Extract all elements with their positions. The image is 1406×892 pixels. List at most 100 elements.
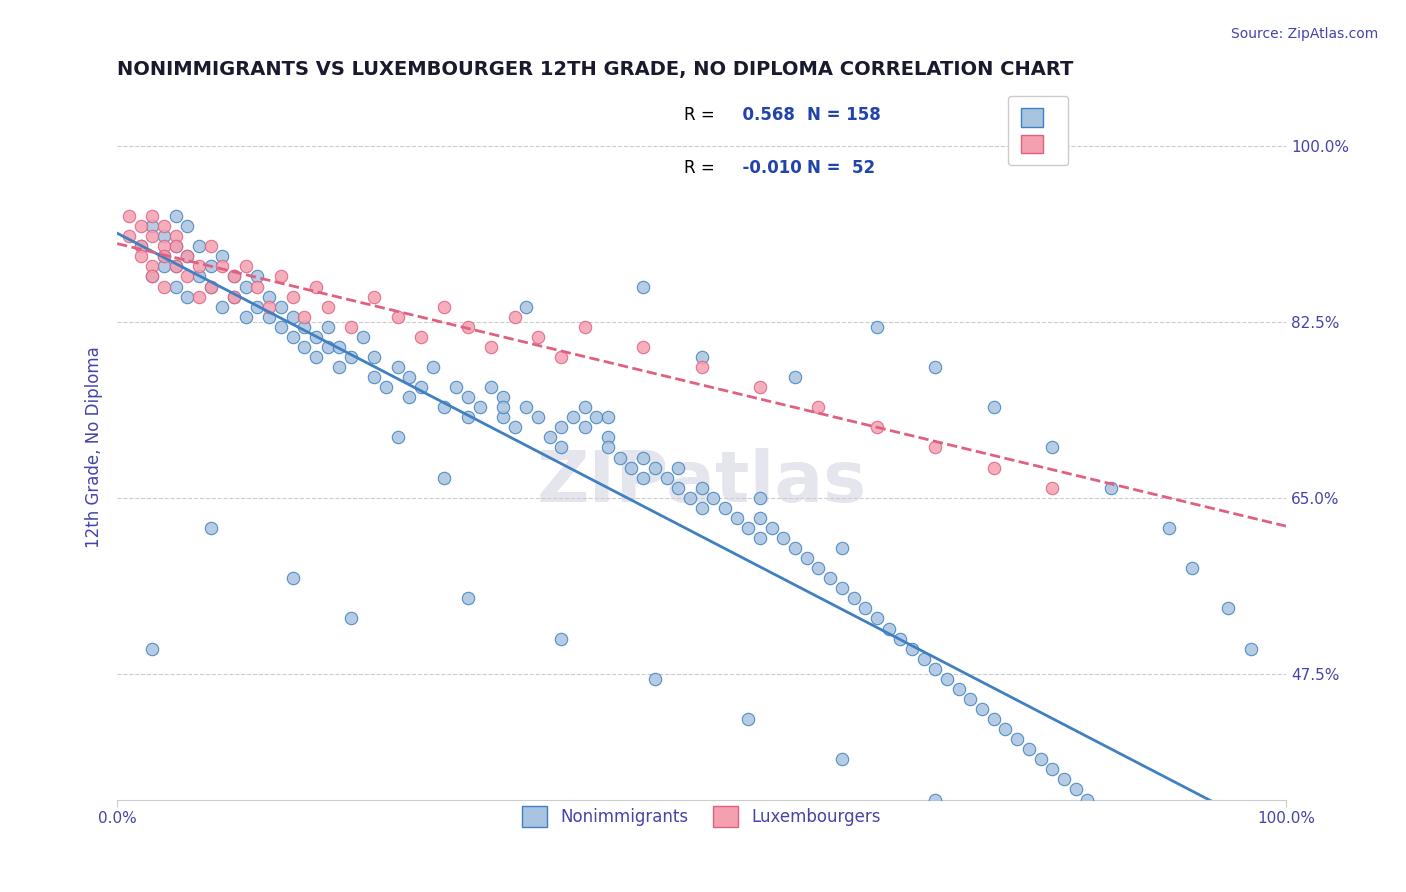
Point xyxy=(1064,782,1087,797)
Point xyxy=(831,541,853,555)
Point xyxy=(200,239,222,253)
Point xyxy=(200,260,222,274)
Point xyxy=(631,279,654,293)
Point xyxy=(527,410,550,425)
Point xyxy=(550,632,572,646)
Point xyxy=(492,390,515,404)
Point xyxy=(1040,481,1063,495)
Point xyxy=(141,260,163,274)
Point xyxy=(959,692,981,706)
Point xyxy=(387,359,409,374)
Point xyxy=(316,300,339,314)
Point xyxy=(749,491,772,505)
Point xyxy=(457,390,479,404)
Point xyxy=(222,269,245,284)
Point xyxy=(1135,843,1157,857)
Point xyxy=(153,279,176,293)
Point xyxy=(176,249,198,263)
Point xyxy=(1240,641,1263,656)
Point xyxy=(877,622,900,636)
Point xyxy=(761,521,783,535)
Point xyxy=(292,340,315,354)
Point xyxy=(363,290,385,304)
Point xyxy=(457,319,479,334)
Point xyxy=(574,420,596,434)
Point xyxy=(515,300,537,314)
Text: Source: ZipAtlas.com: Source: ZipAtlas.com xyxy=(1230,27,1378,41)
Point xyxy=(165,239,187,253)
Point xyxy=(340,319,363,334)
Point xyxy=(690,500,713,515)
Point xyxy=(188,260,211,274)
Point xyxy=(1216,601,1239,615)
Point xyxy=(1029,752,1052,766)
Text: R =: R = xyxy=(685,159,714,177)
Point xyxy=(574,319,596,334)
Point xyxy=(1076,792,1098,806)
Point xyxy=(1181,561,1204,575)
Point xyxy=(129,239,152,253)
Point xyxy=(165,260,187,274)
Point xyxy=(866,611,889,625)
Point xyxy=(200,279,222,293)
Point xyxy=(783,541,806,555)
Point xyxy=(503,310,526,324)
Point xyxy=(666,460,689,475)
Point xyxy=(609,450,631,465)
Text: N =  52: N = 52 xyxy=(807,159,875,177)
Point xyxy=(222,290,245,304)
Point xyxy=(188,239,211,253)
Point xyxy=(246,269,269,284)
Point xyxy=(924,441,946,455)
Point xyxy=(1005,732,1028,747)
Point xyxy=(831,582,853,596)
Point xyxy=(690,359,713,374)
Point xyxy=(141,641,163,656)
Point xyxy=(375,380,398,394)
Text: N = 158: N = 158 xyxy=(807,106,880,124)
Point xyxy=(363,350,385,364)
Point xyxy=(305,330,328,344)
Point xyxy=(200,279,222,293)
Point xyxy=(328,340,350,354)
Point xyxy=(983,401,1005,415)
Point xyxy=(328,359,350,374)
Point xyxy=(153,249,176,263)
Point xyxy=(479,340,502,354)
Point xyxy=(409,380,432,394)
Point xyxy=(585,410,607,425)
Point xyxy=(200,521,222,535)
Point xyxy=(783,370,806,384)
Point xyxy=(270,319,292,334)
Point xyxy=(316,319,339,334)
Point xyxy=(550,441,572,455)
Point xyxy=(772,531,794,545)
Point xyxy=(596,430,619,444)
Point xyxy=(444,380,467,394)
Point xyxy=(292,319,315,334)
Point xyxy=(153,249,176,263)
Point xyxy=(141,229,163,244)
Point xyxy=(492,401,515,415)
Point xyxy=(257,300,280,314)
Point xyxy=(901,641,924,656)
Point xyxy=(176,290,198,304)
Point xyxy=(129,219,152,234)
Point xyxy=(305,350,328,364)
Point xyxy=(165,229,187,244)
Point xyxy=(538,430,561,444)
Point xyxy=(550,350,572,364)
Point xyxy=(292,310,315,324)
Y-axis label: 12th Grade, No Diploma: 12th Grade, No Diploma xyxy=(86,347,103,549)
Point xyxy=(1111,873,1133,888)
Point xyxy=(235,279,257,293)
Point xyxy=(211,249,233,263)
Point xyxy=(1053,772,1076,787)
Point xyxy=(235,260,257,274)
Point xyxy=(574,401,596,415)
Point xyxy=(141,269,163,284)
Point xyxy=(433,300,456,314)
Point xyxy=(1088,803,1111,817)
Point xyxy=(363,370,385,384)
Point xyxy=(129,239,152,253)
